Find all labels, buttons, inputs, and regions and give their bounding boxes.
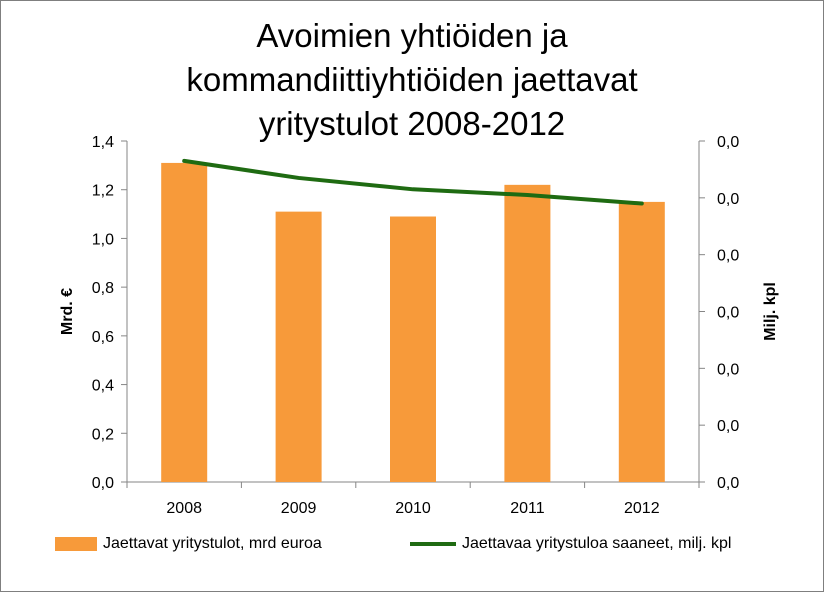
y-right-tick-label: 0,0: [717, 305, 739, 322]
chart-title-line-3: yritystulot 2008-2012: [258, 105, 566, 142]
y-left-tick-label: 1,2: [92, 183, 114, 200]
bars-group: [161, 162, 665, 483]
bar: [504, 184, 551, 483]
x-tick-label: 2009: [281, 500, 317, 517]
legend-item-line: Jaettavaa yritystuloa saaneet, milj. kpl: [410, 532, 731, 556]
y-right-tick-label: 0,0: [717, 191, 739, 208]
y-left-tick-label: 0,6: [92, 329, 114, 346]
series-line: [182, 158, 644, 206]
line-group: [182, 158, 644, 206]
y-left-tick-label: 1,4: [92, 134, 114, 151]
y-right-tick-label: 0,0: [717, 248, 739, 265]
x-tick-label: 2008: [166, 500, 202, 517]
chart-title: Avoimien yhtiöiden ja kommandiittiyhtiöi…: [0, 14, 824, 146]
y-left-axis-title: Mrd. €: [59, 288, 76, 335]
bar: [161, 162, 208, 482]
legend-item-bar: Jaettavat yritystulot, mrd euroa: [55, 532, 322, 556]
labels-group: 0,0 0,2 0,4 0,6 0,8 1,0 1,2 1,4 0,0 0,0 0,0 0,0 0,0 0…: [59, 134, 779, 517]
x-tick-label: 2011: [510, 500, 545, 517]
x-tick-label: 2010: [395, 500, 431, 517]
y-left-tick-label: 1,0: [92, 231, 114, 248]
chart-title-line-2: kommandiittiyhtiöiden jaettavat: [186, 61, 638, 98]
y-right-tick-label: 0,0: [717, 361, 739, 378]
legend-bar-swatch: [55, 537, 97, 551]
chart-title-line-1: Avoimien yhtiöiden ja: [256, 17, 568, 54]
y-right-tick-label: 0,0: [717, 418, 739, 435]
legend-line-swatch: [410, 542, 456, 546]
y-left-tick-label: 0,2: [92, 426, 114, 443]
y-right-axis-title: Milj. kpl: [762, 282, 779, 341]
legend-line-label: Jaettavaa yritystuloa saaneet, milj. kpl: [462, 535, 732, 552]
bar: [618, 201, 665, 482]
bar: [275, 211, 322, 482]
y-left-tick-label: 0,4: [92, 378, 114, 395]
y-left-tick-label: 0,0: [92, 475, 114, 492]
y-left-tick-label: 0,8: [92, 280, 114, 297]
legend-bar-label: Jaettavat yritystulot, mrd euroa: [103, 535, 322, 552]
x-tick-label: 2012: [624, 500, 660, 517]
y-right-tick-label: 0,0: [717, 134, 739, 151]
bar: [390, 216, 436, 482]
y-right-tick-label: 0,0: [717, 475, 739, 492]
